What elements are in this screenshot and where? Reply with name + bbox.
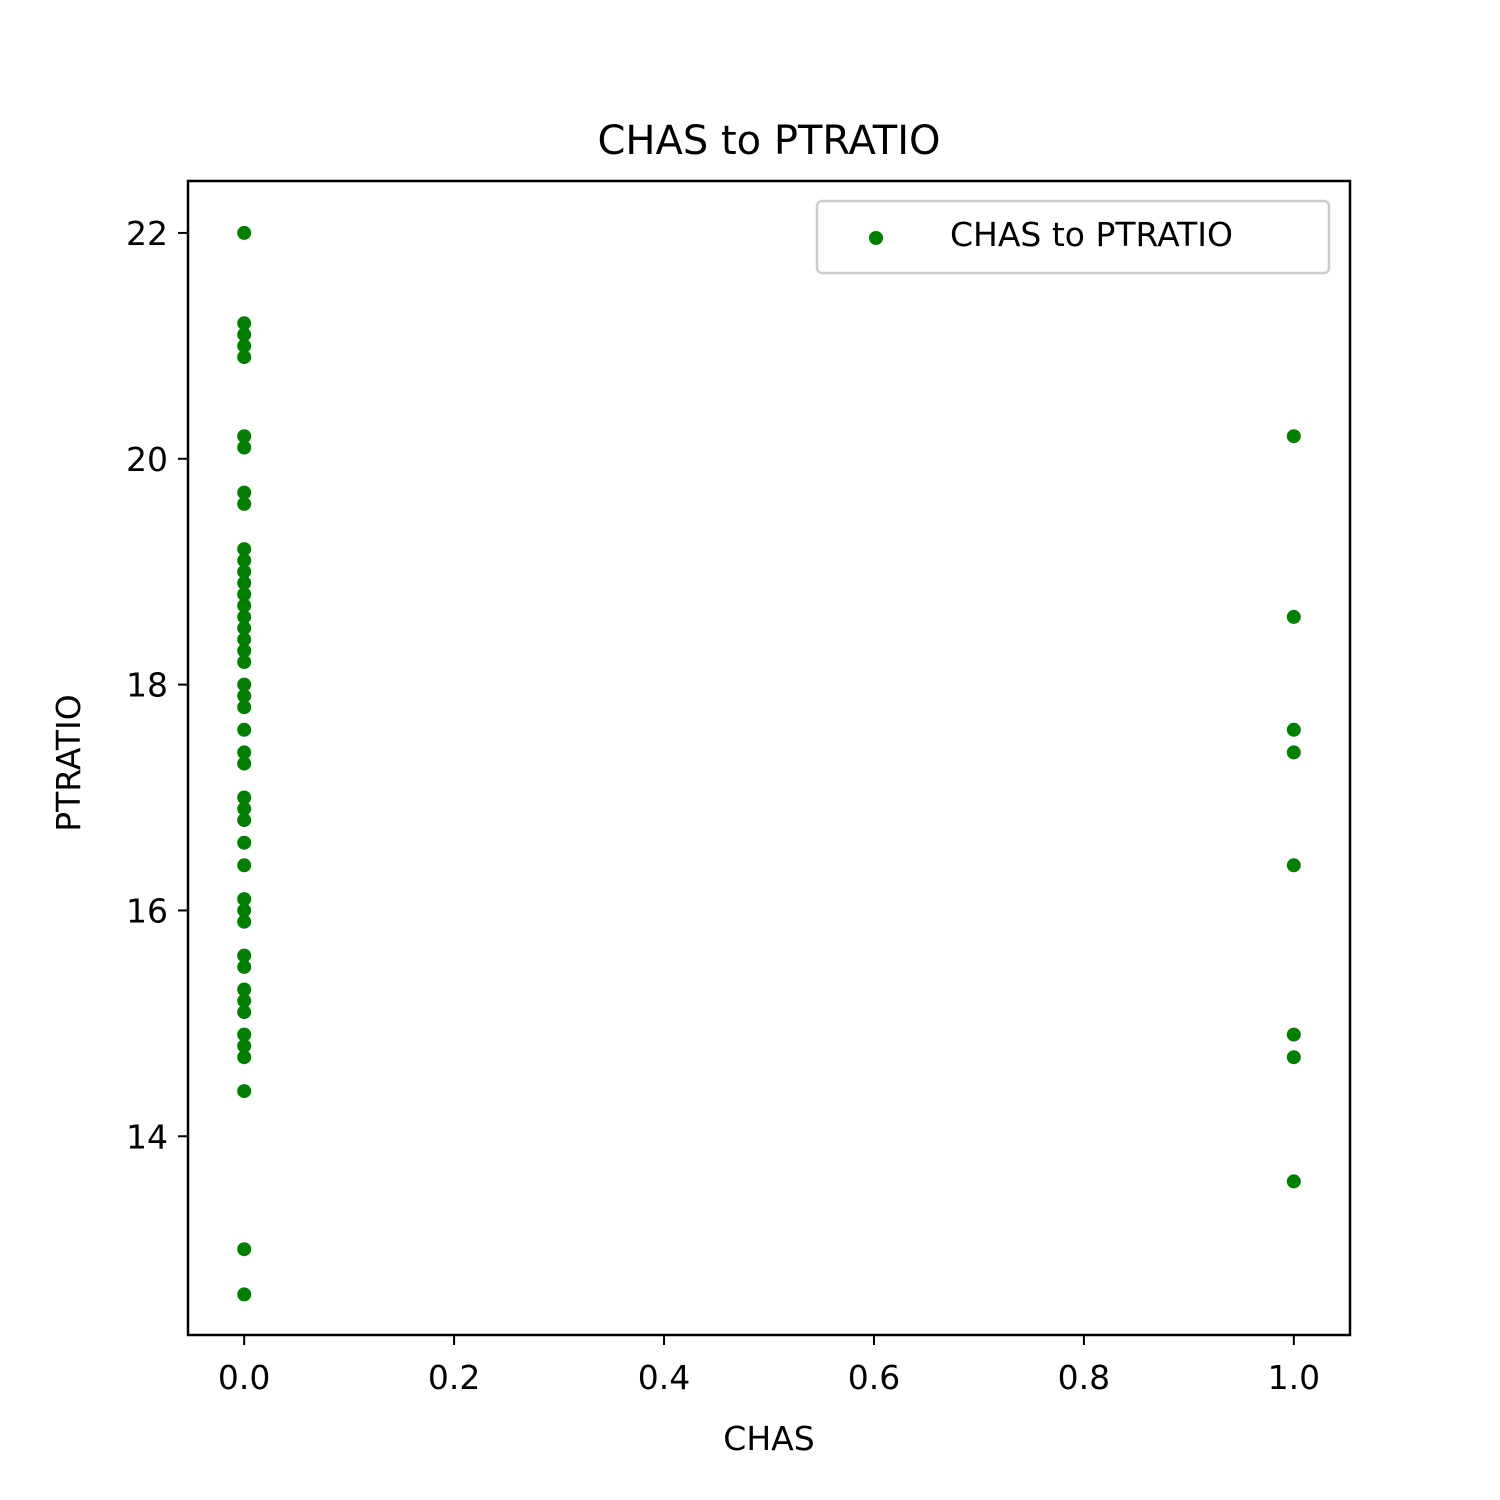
data-point [237,745,252,760]
data-point [237,1038,252,1053]
data-point [237,316,252,331]
legend-marker [869,231,883,245]
data-point [1286,1174,1301,1189]
data-point [237,643,252,658]
data-point [237,959,252,974]
x-tick-label: 1.0 [1268,1358,1320,1397]
data-point [237,722,252,737]
chart-title: CHAS to PTRATIO [597,118,940,164]
data-point [237,700,252,715]
y-tick-label: 22 [126,214,168,253]
plot-frame [186,179,1352,1337]
legend: CHAS to PTRATIO [815,199,1331,275]
data-point [237,948,252,963]
x-tick-label: 0.0 [218,1358,270,1397]
y-tick-label: 16 [126,891,168,930]
data-point [237,225,252,240]
legend-label: CHAS to PTRATIO [950,215,1233,254]
y-tick-label: 14 [126,1117,168,1156]
data-point [237,542,252,557]
data-point [1286,1050,1301,1065]
data-point [237,813,252,828]
data-point [237,496,252,511]
data-point [237,327,252,342]
y-axis-ticks: 14 16 18 20 22 [126,214,188,1156]
data-point [237,892,252,907]
data-point [237,790,252,805]
x-tick-label: 0.2 [428,1358,480,1397]
data-point [237,564,252,579]
y-tick-label: 20 [126,440,168,479]
data-point [237,858,252,873]
legend-box [815,199,1331,275]
data-point [237,1287,252,1302]
data-point [237,677,252,692]
data-point [1286,429,1301,444]
x-tick-label: 0.4 [638,1358,690,1397]
data-point [237,982,252,997]
data-point [237,576,252,590]
data-point [1286,609,1301,624]
data-point [237,485,252,500]
data-point [237,655,252,669]
data-point [237,914,252,929]
x-tick-label: 0.8 [1058,1358,1110,1397]
data-point [237,835,252,850]
data-point [237,632,252,647]
x-axis-ticks: 0.0 0.2 0.4 0.6 0.8 1.0 [218,1335,1320,1397]
data-point [237,1050,252,1065]
data-point [237,993,252,1008]
data-point [237,440,252,455]
data-point [237,801,252,816]
data-point [237,756,252,771]
data-point [1286,722,1301,737]
x-tick-label: 0.6 [848,1358,900,1397]
data-point [237,688,252,703]
plot-area [188,181,1350,1335]
data-point [237,553,252,568]
data-point [237,350,252,365]
data-point [237,598,252,613]
data-point [237,609,252,624]
data-point [237,1242,252,1257]
data-point [237,1027,252,1042]
data-point [237,621,252,636]
data-point [237,587,252,602]
data-point [237,903,252,918]
data-point [1286,745,1301,760]
x-axis-label: CHAS [723,1419,814,1458]
data-point [1286,1027,1301,1042]
y-axis-label: PTRATIO [49,694,88,832]
data-point [237,429,252,444]
data-point [1286,858,1301,873]
data-point [237,1084,252,1099]
data-point [237,1005,252,1020]
data-point [237,338,252,353]
data-points [237,225,1301,1302]
y-tick-label: 18 [126,666,168,705]
